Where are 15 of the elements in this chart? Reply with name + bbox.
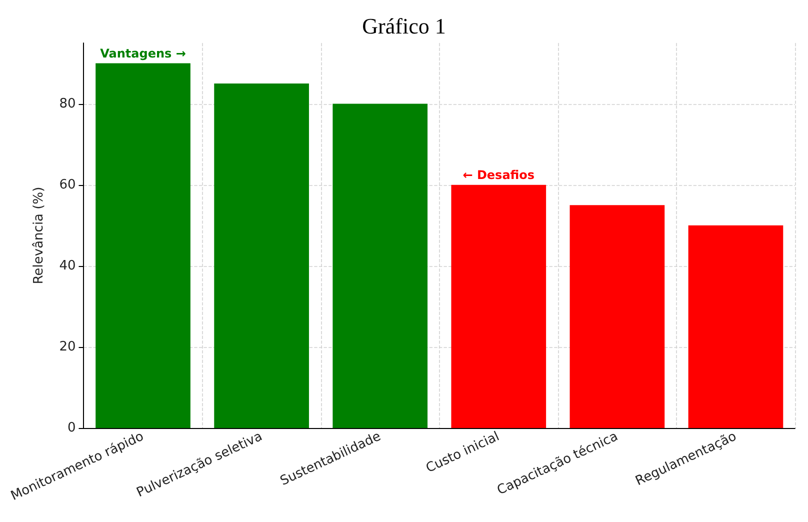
- y-tick-label: 0: [67, 420, 76, 436]
- bar: [332, 104, 428, 428]
- annotation: ← Desafios: [462, 168, 535, 182]
- bar: [451, 184, 546, 428]
- y-tick-label: 60: [59, 177, 76, 192]
- bar: [688, 225, 784, 428]
- annotation: Vantagens →: [100, 46, 186, 60]
- bar: [96, 63, 190, 428]
- bar: [570, 205, 665, 428]
- y-tick-label: 80: [59, 96, 76, 112]
- bar: [214, 84, 309, 428]
- y-axis-title: Relevância (%): [32, 186, 47, 284]
- y-tick-label: 40: [59, 258, 76, 274]
- y-tick-label: 20: [59, 339, 76, 354]
- chart-title: Gráfico 1: [362, 14, 446, 38]
